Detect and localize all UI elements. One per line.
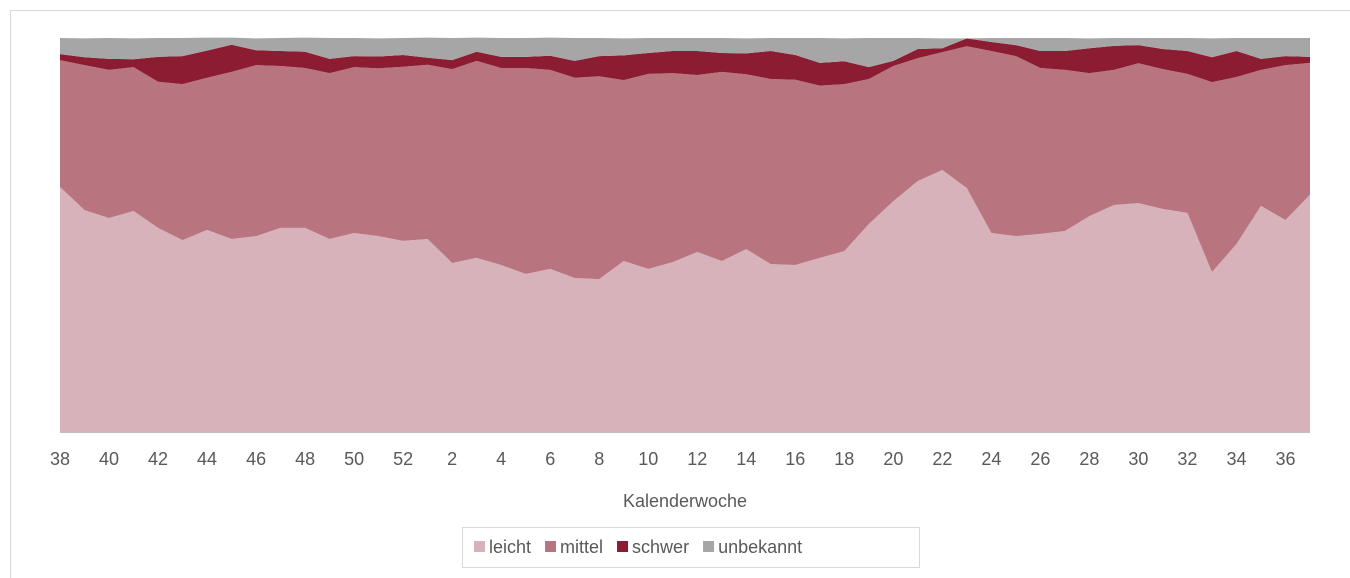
x-axis-title: Kalenderwoche — [623, 491, 747, 511]
legend-label: schwer — [632, 537, 689, 557]
x-tick-label: 16 — [785, 449, 805, 469]
x-tick-label: 20 — [883, 449, 903, 469]
x-tick-label: 36 — [1275, 449, 1295, 469]
x-tick-label: 52 — [393, 449, 413, 469]
x-tick-label: 50 — [344, 449, 364, 469]
x-tick-label: 46 — [246, 449, 266, 469]
x-tick-label: 2 — [447, 449, 457, 469]
x-tick-label: 48 — [295, 449, 315, 469]
legend-label: mittel — [560, 537, 603, 557]
x-tick-label: 10 — [638, 449, 658, 469]
x-tick-label: 40 — [99, 449, 119, 469]
x-tick-label: 8 — [594, 449, 604, 469]
x-tick-label: 4 — [496, 449, 506, 469]
x-tick-label: 26 — [1030, 449, 1050, 469]
x-tick-label: 24 — [981, 449, 1001, 469]
legend-swatch — [617, 541, 629, 552]
x-tick-label: 12 — [687, 449, 707, 469]
x-tick-label: 14 — [736, 449, 756, 469]
x-tick-label: 22 — [932, 449, 952, 469]
x-tick-label: 6 — [545, 449, 555, 469]
legend-swatch — [703, 541, 715, 552]
legend-frame — [462, 527, 920, 568]
x-tick-label: 42 — [148, 449, 168, 469]
x-tick-label: 38 — [50, 449, 70, 469]
legend-label: unbekannt — [718, 537, 802, 557]
x-tick-label: 44 — [197, 449, 217, 469]
x-tick-label: 18 — [834, 449, 854, 469]
x-tick-label: 30 — [1128, 449, 1148, 469]
legend-swatch — [474, 541, 485, 552]
x-tick-label: 28 — [1079, 449, 1099, 469]
legend-swatch — [545, 541, 557, 552]
area — [60, 38, 1310, 86]
x-tick-label: 32 — [1177, 449, 1197, 469]
x-tick-label: 34 — [1226, 449, 1246, 469]
legend-label: leicht — [489, 537, 531, 557]
area — [60, 169, 1310, 433]
area — [60, 46, 1310, 280]
area — [60, 37, 1310, 68]
